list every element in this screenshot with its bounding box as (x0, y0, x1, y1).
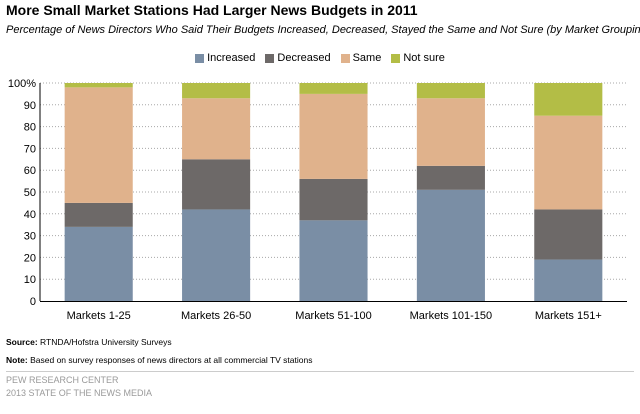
bar-segment-increased (64, 226, 133, 301)
chart-title: More Small Market Stations Had Larger Ne… (6, 2, 418, 18)
pew-credit: PEW RESEARCH CENTER (6, 375, 119, 385)
bar-segment-increased (299, 220, 368, 301)
legend-swatch-same (340, 53, 350, 63)
legend: Increased Decreased Same Not sure (0, 52, 640, 64)
y-tick-label: 20 (24, 252, 36, 264)
bar-segment-decreased (64, 202, 133, 227)
bar-segment-same (64, 87, 133, 203)
source-label: Source: (6, 337, 38, 347)
bar-segment-decreased (416, 165, 485, 190)
bar-segment-not-sure (416, 83, 485, 99)
legend-item-not-sure: Not sure (391, 52, 445, 64)
note-label: Note: (6, 355, 28, 365)
bar-segment-increased (534, 259, 603, 301)
bar-segment-decreased (182, 159, 251, 210)
note-text: Based on survey responses of news direct… (30, 355, 313, 365)
y-tick-label: 10 (24, 274, 36, 286)
legend-swatch-decreased (265, 53, 275, 63)
y-tick-label: 100% (8, 78, 36, 90)
x-tick-label: Markets 26-50 (181, 310, 251, 322)
report-credit: 2013 STATE OF THE NEWS MEDIA (6, 388, 153, 398)
legend-item-same: Same (340, 52, 382, 64)
legend-label-increased: Increased (207, 52, 256, 64)
legend-item-increased: Increased (195, 52, 255, 64)
bar-segment-not-sure (64, 83, 133, 88)
footer-divider (6, 371, 634, 372)
y-tick-label: 80 (24, 122, 36, 134)
bar-segment-same (534, 115, 603, 210)
y-tick-label: 40 (24, 209, 36, 221)
legend-swatch-not-sure (391, 53, 401, 63)
legend-item-decreased: Decreased (265, 52, 331, 64)
bar-segment-not-sure (299, 83, 368, 94)
legend-swatch-increased (195, 53, 205, 63)
x-tick-label: Markets 101-150 (410, 310, 493, 322)
chart-subtitle: Percentage of News Directors Who Said Th… (6, 24, 640, 36)
bar-segment-same (182, 98, 251, 160)
bar-segment-decreased (299, 178, 368, 221)
bar-segment-increased (182, 209, 251, 301)
x-tick-label: Markets 1-25 (67, 310, 131, 322)
legend-label-same: Same (352, 52, 382, 64)
legend-label-not-sure: Not sure (403, 52, 445, 64)
y-tick-label: 90 (24, 100, 36, 112)
y-tick-label: 60 (24, 165, 36, 177)
bar-segment-same (416, 98, 485, 166)
bar-segment-decreased (534, 209, 603, 260)
bar-segment-not-sure (182, 83, 251, 99)
source-line: Source: RTNDA/Hofstra University Surveys (6, 337, 172, 347)
bar-segment-not-sure (534, 83, 603, 116)
x-tick-label: Markets 51-100 (295, 310, 371, 322)
bar-segment-same (299, 93, 368, 179)
y-tick-label: 50 (24, 187, 36, 199)
x-tick-label: Markets 151+ (535, 310, 602, 322)
bar-segment-increased (416, 189, 485, 301)
y-tick-label: 0 (30, 296, 36, 308)
note-line: Note: Based on survey responses of news … (6, 355, 312, 365)
legend-label-decreased: Decreased (277, 52, 331, 64)
y-tick-label: 70 (24, 143, 36, 155)
y-tick-label: 30 (24, 231, 36, 243)
source-text: RTNDA/Hofstra University Surveys (40, 337, 172, 347)
